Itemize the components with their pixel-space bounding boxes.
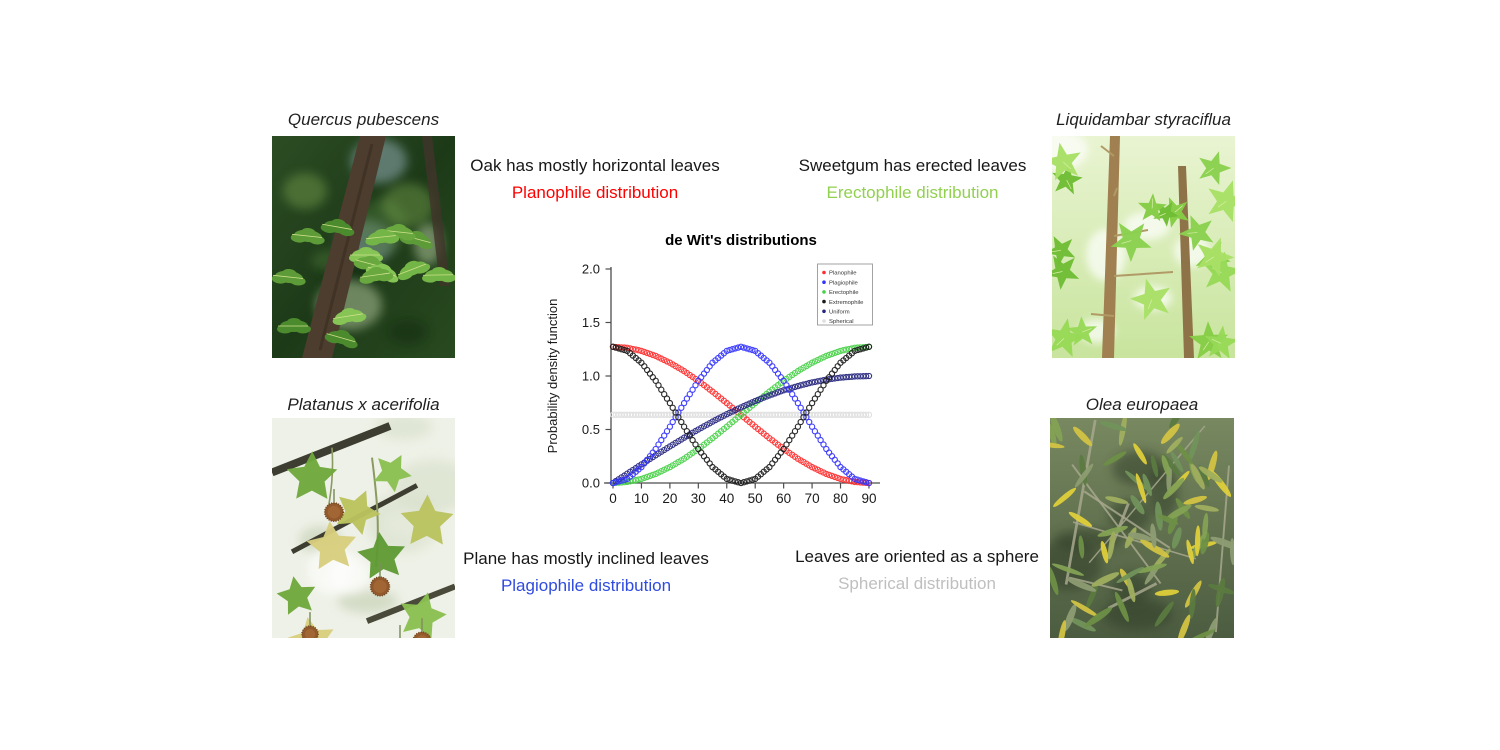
photo-quercus-illustration (272, 136, 455, 358)
photo-platanus-acerifolia (272, 418, 455, 638)
annotation-spherical-label: Spherical distribution (838, 574, 996, 593)
series-uniform (609, 372, 873, 487)
annotation-sweetgum-text: Sweetgum has erected leaves (798, 156, 1027, 175)
svg-text:20: 20 (662, 491, 677, 506)
svg-text:30: 30 (691, 491, 706, 506)
annotation-sweetgum: Sweetgum has erected leaves Erectophile … (780, 152, 1045, 206)
series-planophile (609, 343, 873, 487)
legend-marker-spherical (822, 319, 826, 323)
svg-text:80: 80 (833, 491, 848, 506)
legend-label-erectophile: Erectophile (829, 290, 859, 296)
annotation-plane-text: Plane has mostly inclined leaves (463, 549, 709, 568)
svg-text:0.5: 0.5 (582, 422, 600, 437)
annotation-plagiophile-label: Plagiophile distribution (500, 576, 672, 595)
species-label-liquidambar-styraciflua: Liquidambar styraciflua (1056, 110, 1231, 129)
svg-text:90: 90 (861, 491, 876, 506)
chart-legend: Planophile Plagiophile Erectophile Extremop… (817, 263, 873, 326)
svg-text:60: 60 (776, 491, 791, 506)
series-extremophile (609, 343, 873, 487)
photo-liquidambar-styraciflua (1052, 136, 1235, 358)
svg-text:1.5: 1.5 (582, 315, 600, 330)
photo-platanus-illustration (272, 418, 455, 638)
annotation-oak: Oak has mostly horizontal leaves Planoph… (455, 152, 735, 206)
photo-liquidambar-illustration (1052, 136, 1235, 358)
photo-olea-illustration (1050, 418, 1234, 638)
legend-label-plagiophile: Plagiophile (829, 280, 859, 286)
svg-text:50: 50 (748, 491, 763, 506)
dewit-distributions-chart: de Wit's distributions 0 10 20 30 40 50 60 70 80 9… (545, 232, 880, 506)
species-label-platanus-acerifolia: Platanus x acerifolia (287, 395, 440, 414)
legend-label-extremophile: Extremophile (829, 300, 864, 306)
chart-title: de Wit's distributions (665, 232, 817, 249)
legend-marker-extremophile (822, 299, 826, 304)
legend-marker-planophile (822, 270, 826, 275)
svg-text:10: 10 (634, 491, 649, 506)
series-plagiophile (609, 343, 873, 487)
svg-text:2.0: 2.0 (582, 262, 600, 277)
annotation-plane: Plane has mostly inclined leaves Plagiop… (450, 545, 722, 599)
species-label-quercus-pubescens: Quercus pubescens (287, 110, 440, 129)
svg-text:70: 70 (805, 491, 820, 506)
annotation-erectophile-label: Erectophile distribution (826, 183, 999, 202)
legend-label-uniform: Uniform (829, 310, 850, 316)
svg-text:1.0: 1.0 (582, 369, 600, 384)
photo-olea-europaea (1050, 418, 1234, 638)
photo-quercus-pubescens (272, 136, 455, 358)
legend-marker-plagiophile (822, 280, 826, 284)
species-label-olea-europaea: Olea europaea (1085, 395, 1199, 414)
svg-text:0.0: 0.0 (582, 476, 600, 491)
legend-label-planophile: Planophile (829, 271, 857, 277)
svg-text:40: 40 (719, 491, 734, 506)
annotation-oak-text: Oak has mostly horizontal leaves (470, 156, 720, 175)
legend-marker-uniform (822, 309, 826, 314)
svg-text:0: 0 (609, 491, 617, 506)
chart-axes: 0 10 20 30 40 50 60 70 80 90 0.0 0.5 1.0 1.5 2.0 Probab… (545, 262, 880, 506)
annotation-planophile-label: Planophile distribution (511, 183, 679, 202)
legend-label-spherical: Spherical (829, 319, 854, 325)
annotation-sphere: Leaves are oriented as a sphere Spherica… (783, 543, 1051, 597)
annotation-sphere-text: Leaves are oriented as a sphere (795, 547, 1039, 566)
legend-marker-erectophile (822, 290, 826, 294)
y-axis-label: Probability density function (545, 299, 560, 454)
